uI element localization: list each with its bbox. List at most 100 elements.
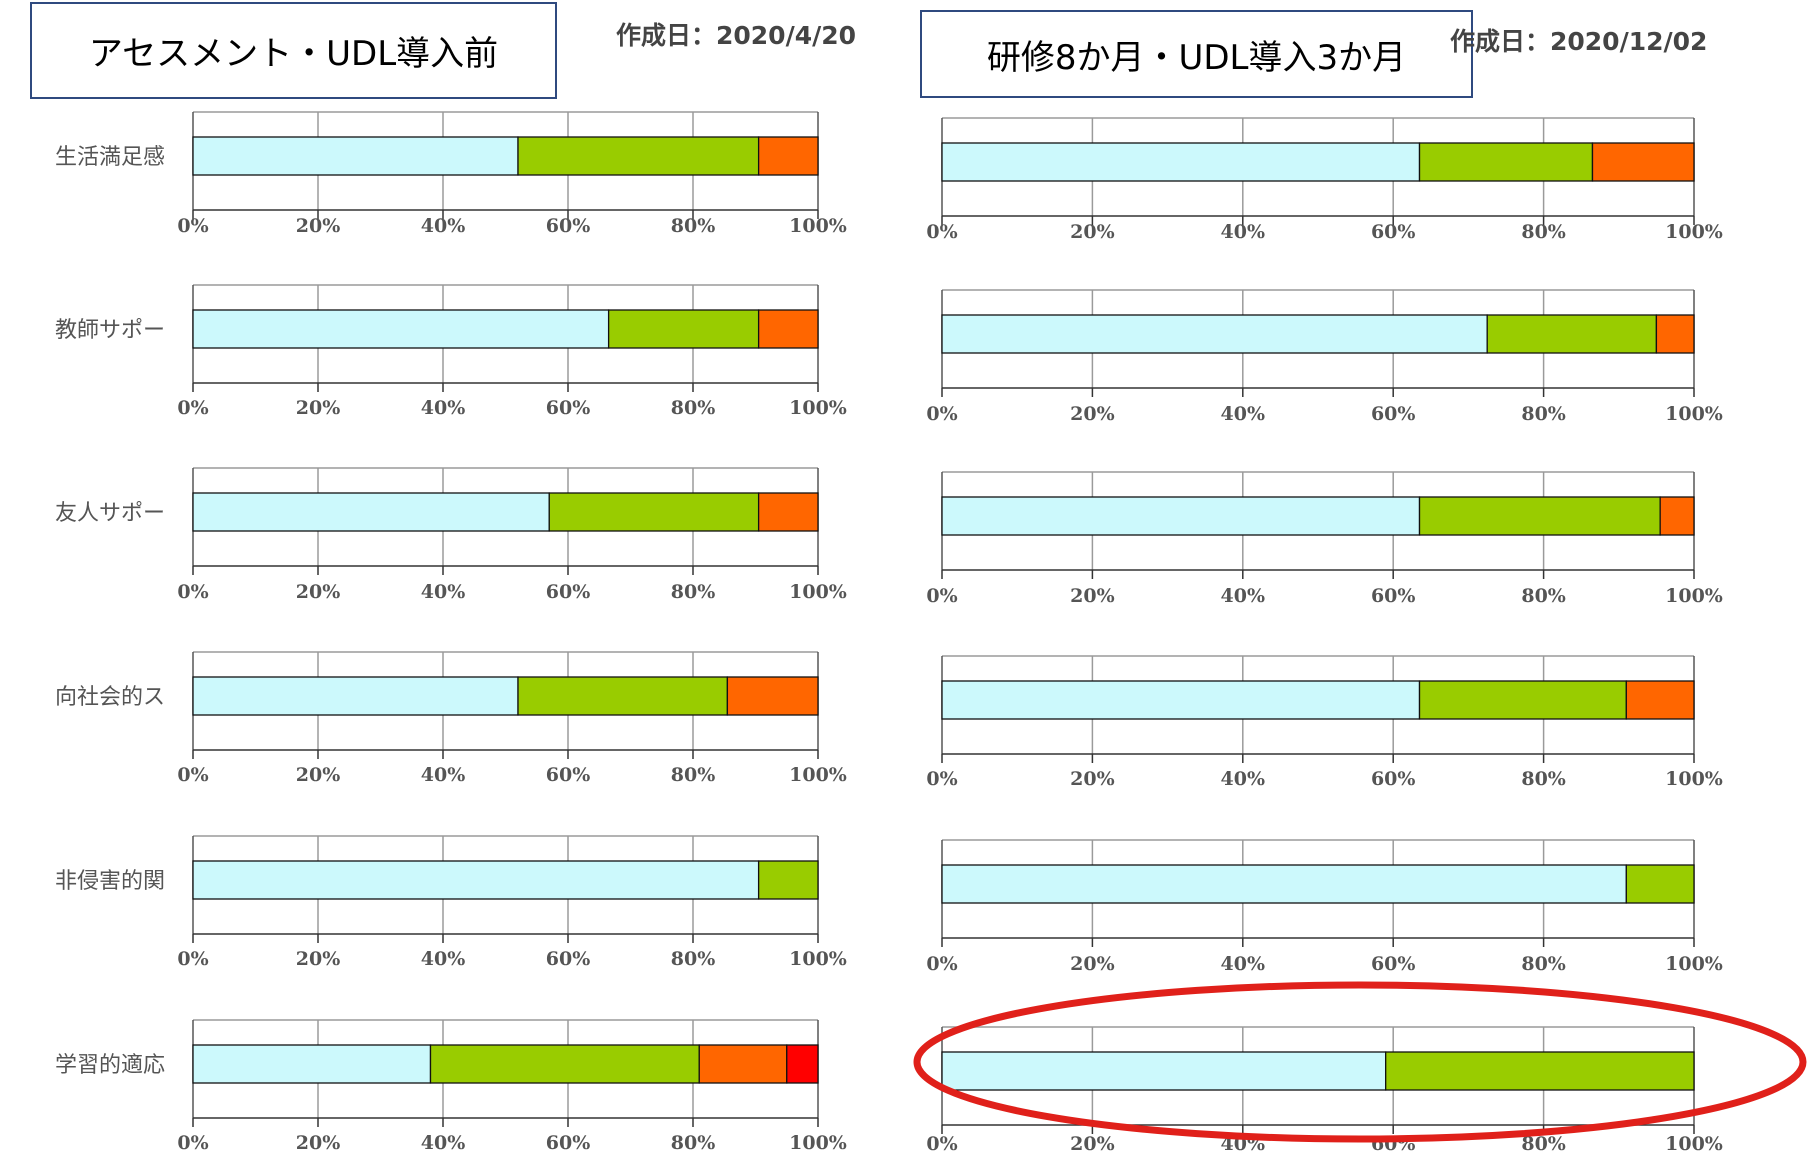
- right-row-3-segment-2: [1625, 680, 1695, 720]
- highlight-ellipse: [913, 981, 1807, 1143]
- left-row-3-tick-label: 20%: [296, 764, 341, 786]
- left-row-3-tick-label: 60%: [546, 764, 591, 786]
- right-row-1-tick-label: 40%: [1221, 403, 1266, 425]
- right-row-2-tick-label: 80%: [1521, 585, 1566, 607]
- right-row-5-tick-label: 20%: [1070, 1133, 1115, 1155]
- left-row-3-segment-2: [726, 676, 819, 716]
- left-row-2-tick-label: 100%: [789, 581, 847, 603]
- left-row-2-tick-label: 80%: [671, 581, 716, 603]
- right-row-0-segment-1: [1418, 142, 1594, 182]
- left-row-2-segment-0: [192, 492, 550, 532]
- right-row-2-segment-1: [1418, 496, 1661, 536]
- left-row-4-segment-1: [757, 860, 819, 900]
- right-row-1-segment-1: [1486, 314, 1658, 354]
- left-row-3-segment-0: [192, 676, 519, 716]
- left-panel-title: アセスメント・UDL導入前: [30, 2, 557, 99]
- right-row-4-tick-label: 80%: [1521, 953, 1566, 975]
- right-row-5-segment-1: [1385, 1051, 1695, 1091]
- left-panel-title-text: アセスメント・UDL導入前: [88, 34, 499, 74]
- right-row-1-segment-2: [1655, 314, 1695, 354]
- right-row-3-segment-0: [941, 680, 1421, 720]
- right-row-3-tick-label: 100%: [1665, 768, 1723, 790]
- left-row-4-tick-label: 100%: [789, 948, 847, 970]
- right-row-1-segment-0: [941, 314, 1488, 354]
- left-row-5-tick-label: 60%: [546, 1132, 591, 1154]
- left-row-2-category-label: 友人サポー: [55, 501, 165, 526]
- left-row-2-tick-label: 40%: [421, 581, 466, 603]
- right-row-4-tick-label: 60%: [1371, 953, 1416, 975]
- right-row-1-tick-label: 100%: [1665, 403, 1723, 425]
- right-row-5-tick-label: 0%: [926, 1133, 957, 1155]
- right-row-1-tick-label: 0%: [926, 403, 957, 425]
- right-row-3-segment-1: [1418, 680, 1627, 720]
- right-row-2-tick-label: 40%: [1221, 585, 1266, 607]
- left-row-4-category-label: 非侵害的関: [55, 869, 165, 894]
- left-row-1-tick-label: 60%: [546, 397, 591, 419]
- left-row-0-segment-1: [517, 136, 760, 176]
- left-row-5-tick-label: 40%: [421, 1132, 466, 1154]
- left-row-5-category-label: 学習的適応: [55, 1053, 165, 1078]
- left-row-4-tick-label: 40%: [421, 948, 466, 970]
- left-row-3-tick-label: 100%: [789, 764, 847, 786]
- right-row-3-tick-label: 80%: [1521, 768, 1566, 790]
- left-row-4-tick-label: 80%: [671, 948, 716, 970]
- left-row-0-tick-label: 100%: [789, 215, 847, 237]
- right-row-3-tick-label: 0%: [926, 768, 957, 790]
- left-row-2-tick-label: 0%: [177, 581, 208, 603]
- left-row-3-tick-label: 40%: [421, 764, 466, 786]
- left-row-4-tick-label: 20%: [296, 948, 341, 970]
- right-panel-title-text: 研修8か月・UDL導入3か月: [986, 37, 1407, 78]
- left-row-1-tick-label: 80%: [671, 397, 716, 419]
- left-row-0-tick-label: 0%: [177, 215, 208, 237]
- right-row-5-tick-label: 80%: [1521, 1133, 1566, 1155]
- left-row-5-tick-label: 80%: [671, 1132, 716, 1154]
- right-row-2-tick-label: 60%: [1371, 585, 1416, 607]
- left-row-1-tick-label: 100%: [789, 397, 847, 419]
- left-row-4-segment-0: [192, 860, 760, 900]
- left-row-2-tick-label: 60%: [546, 581, 591, 603]
- left-row-4-tick-label: 60%: [546, 948, 591, 970]
- right-panel-title: 研修8か月・UDL導入3か月: [920, 10, 1473, 98]
- right-row-1-tick-label: 20%: [1070, 403, 1115, 425]
- left-row-1-segment-2: [757, 309, 819, 349]
- left-row-1-tick-label: 0%: [177, 397, 208, 419]
- left-row-5-tick-label: 0%: [177, 1132, 208, 1154]
- left-row-1-tick-label: 20%: [296, 397, 341, 419]
- left-row-3-tick-label: 80%: [671, 764, 716, 786]
- right-row-4-segment-1: [1625, 864, 1695, 904]
- left-row-3-segment-1: [517, 676, 729, 716]
- right-row-0-tick-label: 80%: [1521, 221, 1566, 243]
- left-row-5-segment-0: [192, 1044, 432, 1084]
- right-row-0-tick-label: 100%: [1665, 221, 1723, 243]
- left-row-3-tick-label: 0%: [177, 764, 208, 786]
- left-row-5-segment-2: [698, 1044, 788, 1084]
- right-row-0-tick-label: 20%: [1070, 221, 1115, 243]
- left-panel-date: 作成日：2020/4/20: [616, 21, 857, 50]
- left-row-0-segment-2: [757, 136, 819, 176]
- right-row-2-segment-2: [1659, 496, 1695, 536]
- left-row-0-category-label: 生活満足感: [55, 145, 165, 170]
- left-row-0-tick-label: 80%: [671, 215, 716, 237]
- right-row-0-segment-0: [941, 142, 1421, 182]
- right-row-1-tick-label: 80%: [1521, 403, 1566, 425]
- right-panel-date: 作成日：2020/12/02: [1450, 27, 1708, 56]
- left-row-1-tick-label: 40%: [421, 397, 466, 419]
- right-row-2-tick-label: 0%: [926, 585, 957, 607]
- right-row-5-tick-label: 100%: [1665, 1133, 1723, 1155]
- left-row-0-segment-0: [192, 136, 519, 176]
- right-row-3-tick-label: 60%: [1371, 768, 1416, 790]
- right-row-0-tick-label: 60%: [1371, 221, 1416, 243]
- right-row-2-segment-0: [941, 496, 1421, 536]
- left-row-0-tick-label: 20%: [296, 215, 341, 237]
- left-row-1-segment-1: [607, 309, 760, 349]
- left-row-5-tick-label: 100%: [789, 1132, 847, 1154]
- right-row-0-tick-label: 40%: [1221, 221, 1266, 243]
- left-row-1-segment-0: [192, 309, 610, 349]
- right-row-2-tick-label: 100%: [1665, 585, 1723, 607]
- left-row-3-category-label: 向社会的ス: [55, 685, 165, 710]
- left-row-1-category-label: 教師サポー: [55, 318, 165, 343]
- right-row-4-tick-label: 100%: [1665, 953, 1723, 975]
- right-row-3-tick-label: 20%: [1070, 768, 1115, 790]
- right-row-2-tick-label: 20%: [1070, 585, 1115, 607]
